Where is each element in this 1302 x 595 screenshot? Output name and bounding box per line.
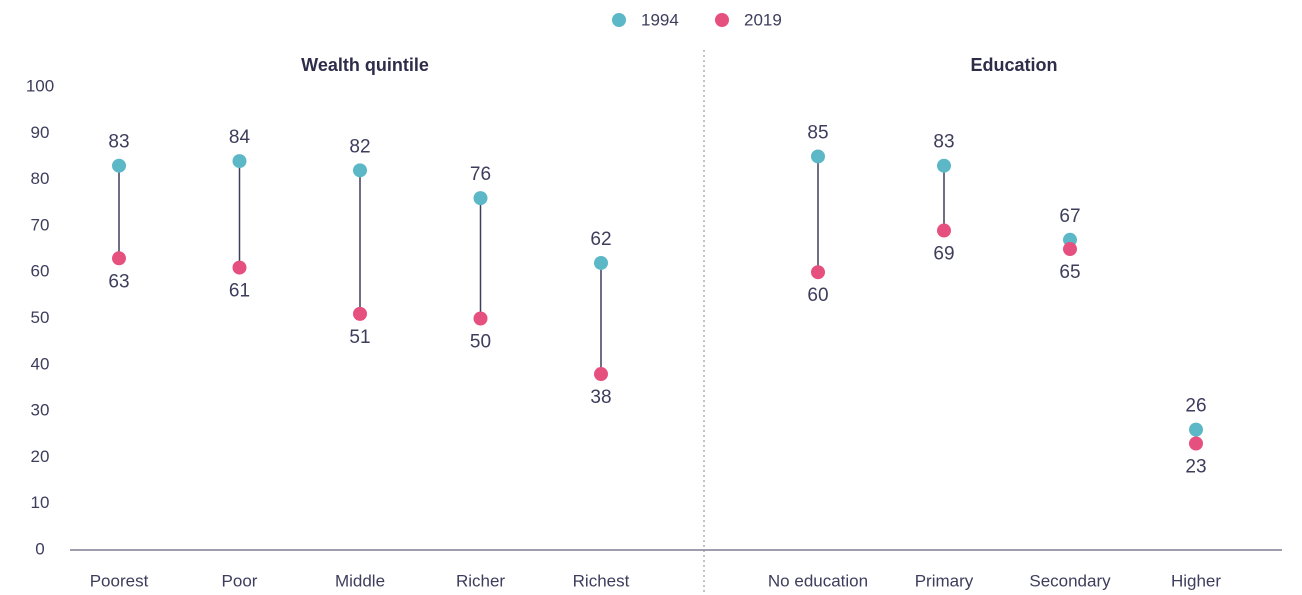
legend-label: 2019 — [744, 10, 782, 29]
data-label: 38 — [590, 387, 611, 408]
y-tick-label: 20 — [31, 447, 50, 466]
group-title: Education — [970, 55, 1057, 75]
x-tick-label: Primary — [915, 571, 974, 590]
x-tick-label: Poorest — [90, 571, 149, 590]
data-label: 85 — [807, 122, 828, 143]
group-title: Wealth quintile — [301, 55, 429, 75]
y-tick-label: 60 — [31, 262, 50, 281]
y-tick-label: 30 — [31, 401, 50, 420]
legend-label: 1994 — [641, 10, 679, 29]
data-label: 26 — [1185, 396, 1206, 417]
data-label: 61 — [229, 281, 250, 302]
x-tick-label: Poor — [222, 571, 258, 590]
x-tick-label: Richer — [456, 571, 505, 590]
y-tick-label: 0 — [35, 539, 44, 558]
y-tick-label: 100 — [26, 76, 54, 95]
data-label: 60 — [807, 285, 828, 306]
data-label: 83 — [108, 132, 129, 153]
y-tick-label: 70 — [31, 215, 50, 234]
data-label: 84 — [229, 127, 251, 148]
dot — [1189, 436, 1203, 451]
data-label: 82 — [349, 136, 370, 157]
data-label: 67 — [1059, 206, 1080, 227]
dot — [232, 260, 247, 275]
data-label: 62 — [590, 229, 611, 250]
dot — [1189, 422, 1203, 437]
x-tick-label: Richest — [573, 571, 630, 590]
y-tick-label: 80 — [31, 169, 50, 188]
dot — [473, 311, 488, 326]
dot — [594, 255, 608, 270]
dot — [937, 223, 951, 238]
dot — [811, 265, 825, 280]
y-tick-label: 10 — [31, 493, 50, 512]
data-label: 51 — [349, 327, 370, 348]
y-tick-label: 90 — [31, 123, 50, 142]
data-label: 63 — [108, 271, 129, 292]
data-label: 23 — [1185, 457, 1206, 478]
dot — [473, 191, 488, 206]
dot — [112, 158, 126, 173]
dot — [811, 149, 825, 164]
legend-marker — [715, 13, 729, 27]
dot — [353, 163, 367, 178]
dot — [232, 154, 247, 169]
data-label: 76 — [470, 164, 491, 185]
data-label: 69 — [933, 244, 954, 265]
x-tick-label: No education — [768, 571, 868, 590]
dot — [353, 306, 367, 321]
dot — [1063, 242, 1077, 257]
x-tick-label: Higher — [1171, 571, 1221, 590]
dot — [594, 367, 608, 382]
y-tick-label: 50 — [31, 308, 50, 327]
legend-marker — [612, 13, 626, 27]
y-tick-label: 40 — [31, 354, 50, 373]
dot — [112, 251, 126, 266]
x-tick-label: Secondary — [1029, 571, 1111, 590]
data-label: 65 — [1059, 262, 1080, 283]
data-label: 83 — [933, 132, 954, 153]
x-tick-label: Middle — [335, 571, 385, 590]
dot — [937, 158, 951, 173]
data-label: 50 — [470, 332, 491, 353]
